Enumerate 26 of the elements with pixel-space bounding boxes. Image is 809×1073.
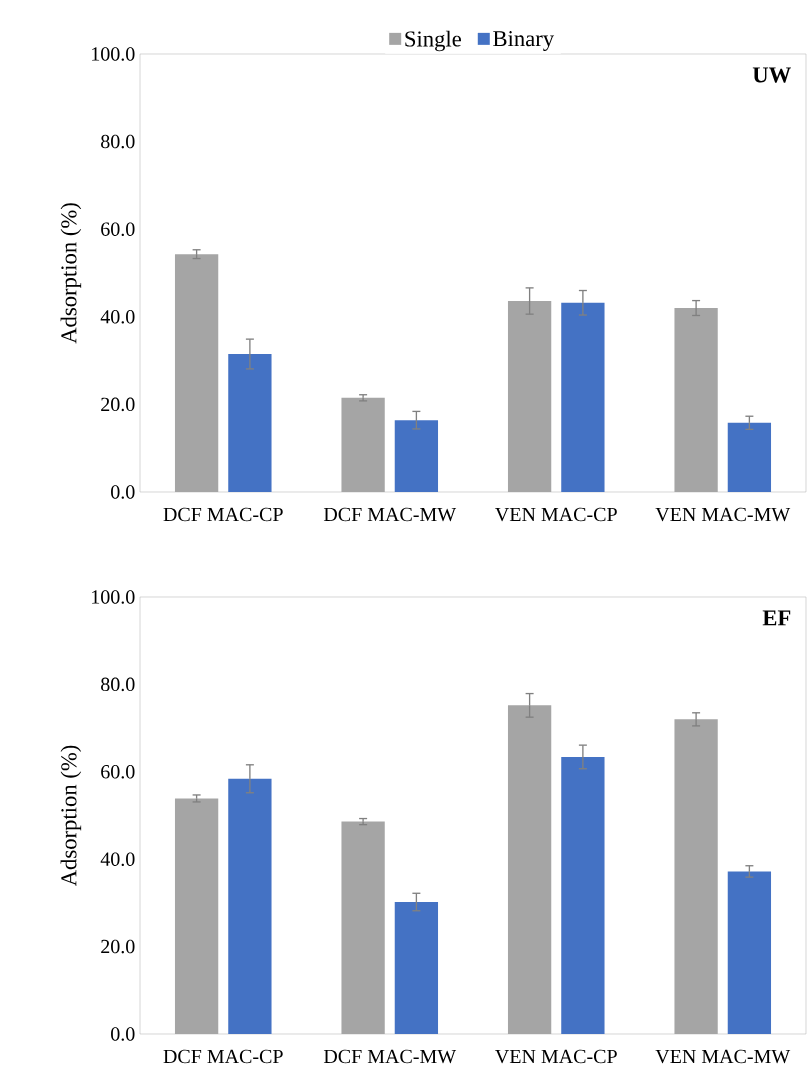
y-tick-label: 100.0 — [92, 47, 135, 61]
y-tick-label: 0.0 — [111, 1027, 135, 1041]
y-tick-label: 20.0 — [101, 397, 135, 412]
x-tick-label: DCF MAC-MW — [323, 507, 457, 522]
x-tick-label: DCF MAC-CP — [163, 1049, 283, 1064]
x-tick-label: VEN MAC-MW — [655, 1049, 791, 1064]
x-tick-label: VEN MAC-CP — [495, 1049, 617, 1064]
y-tick-label: 60.0 — [101, 765, 135, 779]
x-tick-label: DCF MAC-CP — [163, 507, 283, 522]
y-tick-label: 0.0 — [111, 485, 135, 499]
legend-label: Single — [405, 30, 462, 52]
x-tick-label: VEN MAC-MW — [655, 507, 791, 522]
y-axis-title: Adsorption (%) — [60, 203, 82, 344]
x-tick-label: VEN MAC-CP — [495, 507, 617, 522]
y-tick-label: 60.0 — [101, 222, 135, 236]
y-tick-label: 100.0 — [92, 590, 135, 604]
y-tick-label: 40.0 — [100, 310, 135, 324]
annotation: EF — [762, 610, 791, 626]
legend-label: Binary — [493, 31, 555, 51]
y-tick-label: 20.0 — [101, 939, 135, 954]
y-tick-label: 80.0 — [101, 134, 135, 149]
y-axis-title: Adsorption (%) — [60, 745, 82, 887]
annotation: UW — [752, 67, 791, 83]
y-tick-label: 80.0 — [101, 677, 135, 692]
y-tick-label: 40.0 — [100, 852, 135, 866]
x-tick-label: DCF MAC-MW — [323, 1049, 457, 1064]
